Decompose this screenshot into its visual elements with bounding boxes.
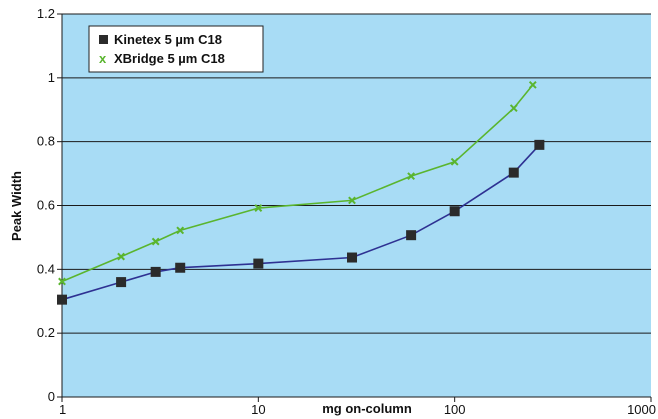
tick-labels: 0 0.2 0.4 0.6 0.8 1 1.2 1 10 100 1000 (37, 6, 656, 417)
point-1-5 (348, 196, 356, 205)
point-1-4 (254, 204, 263, 212)
y-tick-label-5: 1 (48, 70, 55, 85)
series-group (57, 80, 545, 305)
y-tick-label-0: 0 (48, 389, 55, 404)
legend: Kinetex 5 µm C18 x XBridge 5 µm C18 (88, 25, 264, 73)
point-1-3 (176, 226, 185, 235)
point-1-1 (117, 252, 126, 261)
x-tick-label-2: 100 (444, 402, 466, 417)
point-0-8 (508, 167, 519, 178)
x-tick-label-3: 1000 (627, 402, 656, 417)
x-axis-title: mg on-column (322, 401, 412, 416)
y-axis-title: Peak Width (9, 171, 24, 241)
legend-marker-kinetex (99, 35, 108, 44)
series-line-0 (61, 144, 540, 301)
point-0-4 (253, 258, 264, 269)
point-0-0 (57, 294, 67, 305)
legend-marker-xbridge: x (99, 51, 107, 66)
point-1-8 (509, 104, 518, 113)
y-tick-label-2: 0.4 (37, 261, 55, 276)
point-1-6 (407, 172, 416, 181)
axes (57, 13, 652, 402)
y-tick-label-1: 0.2 (37, 325, 55, 340)
point-1-2 (151, 237, 160, 246)
point-0-5 (347, 252, 358, 263)
point-0-2 (150, 266, 161, 277)
x-tick-label-0: 1 (59, 402, 66, 417)
y-tick-label-6: 1.2 (37, 6, 55, 21)
legend-box (88, 25, 264, 73)
point-0-6 (406, 230, 417, 241)
point-0-7 (449, 206, 460, 217)
legend-label-kinetex: Kinetex 5 µm C18 (114, 32, 222, 47)
y-tick-label-4: 0.8 (37, 134, 55, 149)
series-line-1 (61, 84, 534, 283)
point-1-9 (528, 80, 537, 89)
x-tick-label-1: 10 (251, 402, 265, 417)
point-1-0 (58, 277, 66, 286)
point-0-9 (534, 139, 545, 150)
point-0-1 (116, 277, 127, 288)
point-0-3 (175, 262, 186, 273)
y-tick-label-3: 0.6 (37, 198, 55, 213)
point-1-7 (450, 157, 459, 166)
legend-label-xbridge: XBridge 5 µm C18 (114, 51, 225, 66)
